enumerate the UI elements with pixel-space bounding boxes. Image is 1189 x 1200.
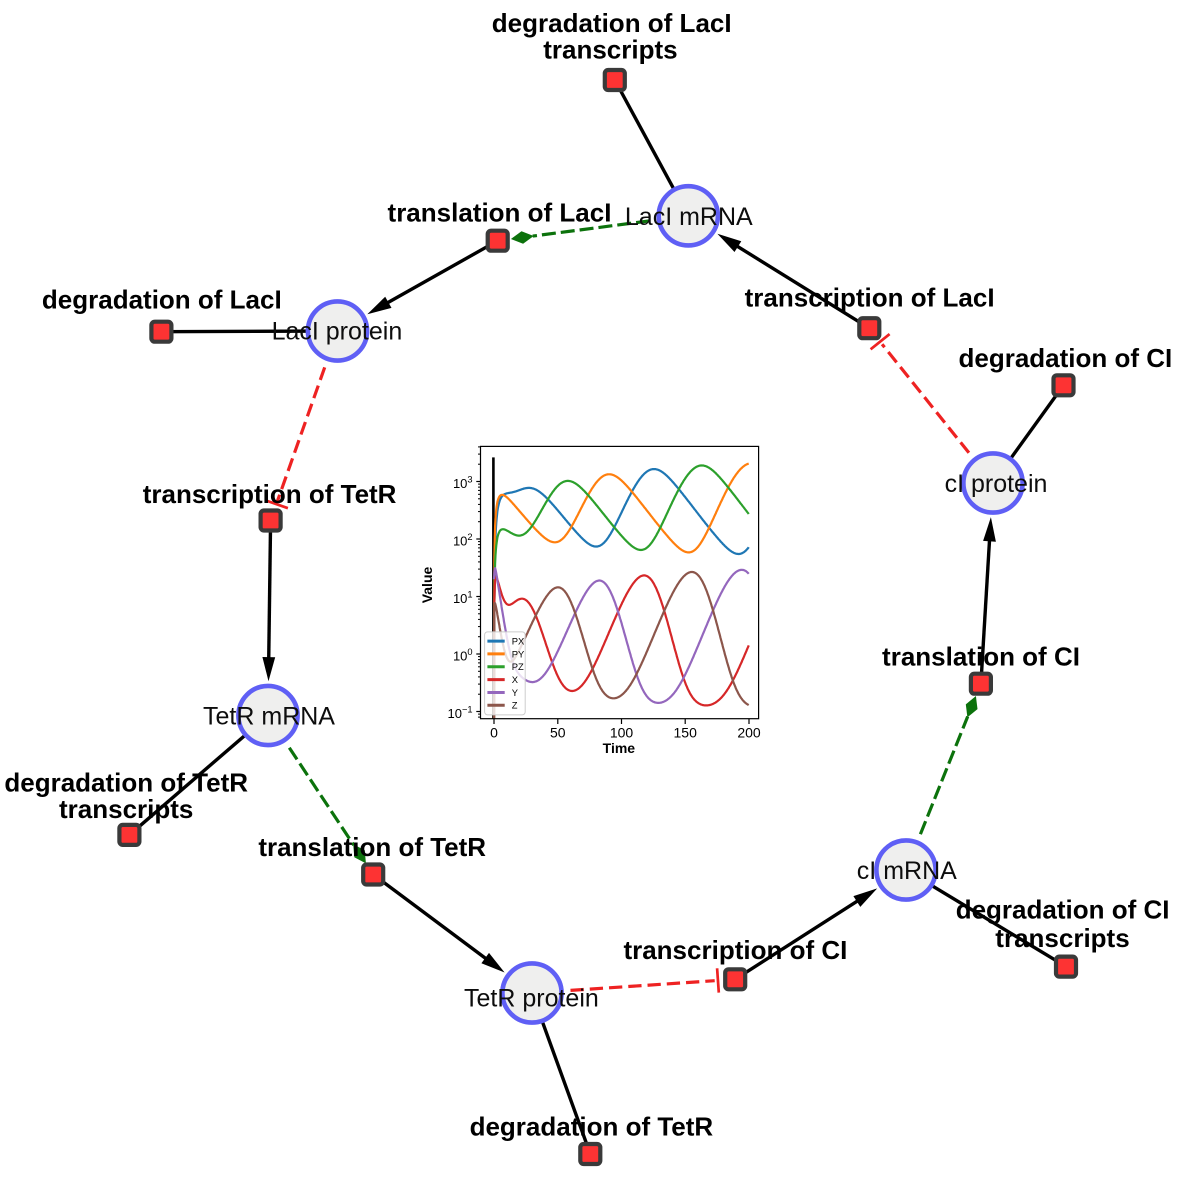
- svg-text:degradation of TetR: degradation of TetR: [470, 1112, 714, 1142]
- svg-text:200: 200: [737, 725, 761, 741]
- svg-text:translation of CI: translation of CI: [882, 642, 1080, 672]
- svg-text:50: 50: [550, 725, 566, 741]
- svg-text:PZ: PZ: [512, 661, 524, 672]
- svg-text:Z: Z: [512, 700, 518, 711]
- svg-text:PY: PY: [512, 648, 525, 659]
- svg-text:degradation of TetR: degradation of TetR: [4, 767, 248, 797]
- svg-text:Time: Time: [603, 740, 636, 756]
- svg-text:degradation of LacI: degradation of LacI: [492, 8, 732, 38]
- svg-text:TetR mRNA: TetR mRNA: [203, 703, 335, 731]
- svg-text:Value: Value: [419, 567, 435, 604]
- svg-text:transcripts: transcripts: [543, 34, 677, 64]
- svg-text:TetR protein: TetR protein: [464, 984, 599, 1012]
- svg-text:cI protein: cI protein: [945, 470, 1048, 498]
- svg-text:0: 0: [490, 725, 498, 741]
- svg-text:degradation of CI: degradation of CI: [956, 894, 1170, 924]
- svg-text:translation of TetR: translation of TetR: [258, 832, 486, 862]
- svg-text:transcription of CI: transcription of CI: [623, 935, 847, 965]
- svg-text:PX: PX: [512, 636, 525, 647]
- svg-text:X: X: [512, 674, 519, 685]
- svg-text:degradation of CI: degradation of CI: [959, 343, 1173, 373]
- svg-text:transcripts: transcripts: [995, 923, 1129, 953]
- svg-text:transcripts: transcripts: [59, 794, 193, 824]
- svg-text:translation of LacI: translation of LacI: [388, 198, 612, 228]
- svg-text:LacI mRNA: LacI mRNA: [625, 203, 753, 231]
- svg-text:150: 150: [674, 725, 698, 741]
- svg-text:transcription of LacI: transcription of LacI: [745, 283, 995, 313]
- svg-text:100: 100: [610, 725, 634, 741]
- svg-text:degradation of LacI: degradation of LacI: [42, 285, 282, 315]
- svg-text:transcription of TetR: transcription of TetR: [143, 479, 397, 509]
- svg-text:LacI protein: LacI protein: [272, 317, 403, 345]
- svg-text:cI mRNA: cI mRNA: [857, 857, 957, 885]
- svg-text:Y: Y: [512, 687, 519, 698]
